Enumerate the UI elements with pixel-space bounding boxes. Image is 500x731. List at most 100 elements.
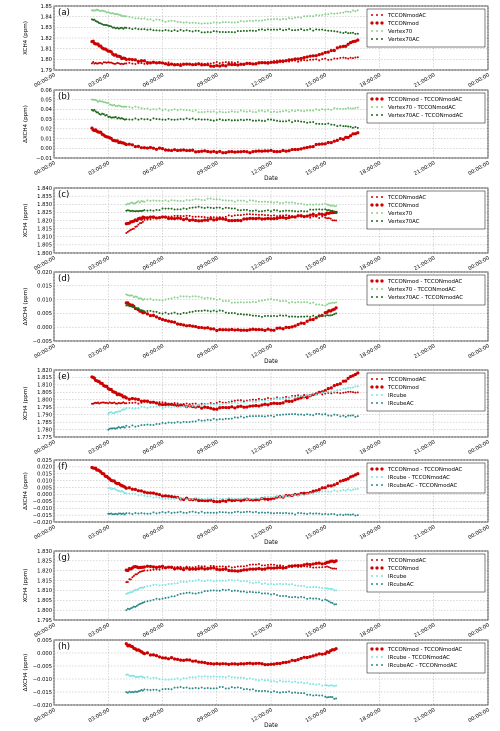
- data-point: [203, 326, 207, 330]
- data-point: [233, 416, 236, 419]
- data-point: [351, 386, 354, 389]
- data-point: [164, 422, 167, 425]
- data-point: [321, 13, 324, 16]
- data-point: [327, 684, 330, 687]
- data-point: [173, 405, 176, 408]
- data-point: [164, 20, 167, 23]
- data-point: [109, 50, 113, 54]
- data-point: [218, 589, 221, 592]
- data-point: [182, 497, 185, 500]
- data-point: [335, 567, 338, 570]
- data-point: [116, 105, 119, 108]
- x-tick-label: 18:00:00: [359, 707, 382, 724]
- data-point: [230, 417, 233, 420]
- data-point: [276, 209, 279, 212]
- data-point: [288, 209, 291, 212]
- data-point: [191, 198, 194, 201]
- data-point: [172, 495, 177, 499]
- data-point: [230, 21, 233, 24]
- data-point: [331, 301, 334, 304]
- data-point: [339, 107, 342, 110]
- data-point: [308, 318, 312, 322]
- data-point: [236, 405, 240, 409]
- data-point: [158, 29, 161, 32]
- data-point: [125, 512, 128, 515]
- data-point: [203, 405, 207, 409]
- data-point: [95, 99, 98, 102]
- series-ircubeac-tcconmodac: [125, 685, 338, 700]
- data-point: [154, 61, 159, 65]
- panel-label: (h): [58, 642, 70, 652]
- data-point: [293, 398, 297, 402]
- data-point: [239, 415, 242, 418]
- x-tick-label: 12:00:00: [250, 707, 273, 724]
- data-point: [309, 492, 312, 495]
- data-point: [158, 118, 161, 121]
- data-point: [203, 419, 206, 422]
- data-point: [188, 311, 191, 314]
- data-point: [224, 111, 227, 114]
- legend-marker: [375, 566, 379, 570]
- data-point: [266, 690, 269, 693]
- y-tick-label: −0.01: [36, 156, 52, 162]
- data-point: [179, 405, 182, 408]
- data-point: [181, 148, 186, 152]
- data-point: [272, 328, 276, 332]
- data-point: [98, 100, 101, 103]
- legend-marker: [381, 656, 383, 658]
- data-point: [107, 402, 110, 405]
- data-point: [114, 105, 117, 108]
- series-vertex70-tcconmodac: [90, 98, 359, 114]
- data-point: [151, 565, 156, 569]
- data-point: [209, 675, 212, 678]
- data-point: [254, 301, 257, 304]
- data-point: [347, 125, 350, 128]
- data-point: [269, 662, 273, 666]
- data-point: [291, 315, 294, 318]
- x-tick-label: 03:00:00: [88, 72, 111, 89]
- data-point: [272, 566, 276, 570]
- data-point: [315, 203, 318, 206]
- data-point: [263, 564, 266, 567]
- data-point: [270, 201, 272, 204]
- data-point: [160, 147, 165, 151]
- legend-marker: [375, 467, 379, 471]
- data-point: [102, 113, 105, 116]
- data-point: [203, 297, 206, 300]
- data-point: [346, 135, 350, 140]
- data-point: [336, 413, 339, 416]
- data-point: [143, 586, 146, 589]
- data-point: [327, 390, 330, 393]
- data-point: [291, 201, 294, 204]
- data-point: [318, 512, 321, 515]
- data-point: [306, 315, 309, 318]
- data-point: [303, 596, 306, 599]
- data-point: [142, 565, 147, 569]
- x-tick-label: 18:00:00: [359, 255, 382, 272]
- data-point: [257, 397, 260, 400]
- data-point: [266, 662, 270, 667]
- data-point: [224, 311, 227, 314]
- data-point: [136, 489, 140, 493]
- data-point: [285, 582, 288, 585]
- data-point: [154, 565, 159, 569]
- data-point: [291, 395, 294, 398]
- data-point: [284, 565, 288, 570]
- data-point: [290, 564, 294, 568]
- x-tick-label: 03:00:00: [88, 622, 111, 639]
- data-point: [166, 148, 171, 152]
- data-point: [215, 675, 218, 678]
- data-point: [321, 413, 324, 416]
- data-point: [324, 304, 327, 307]
- data-point: [172, 217, 177, 221]
- data-point: [142, 399, 147, 403]
- data-point: [185, 217, 189, 221]
- data-point: [236, 111, 239, 114]
- data-point: [300, 595, 303, 598]
- data-point: [294, 29, 297, 32]
- legend-label: Vertex70AC - TCCONmodAC: [388, 295, 463, 301]
- data-point: [140, 222, 143, 225]
- data-point: [327, 414, 330, 417]
- data-point: [288, 315, 291, 318]
- data-point: [135, 604, 138, 607]
